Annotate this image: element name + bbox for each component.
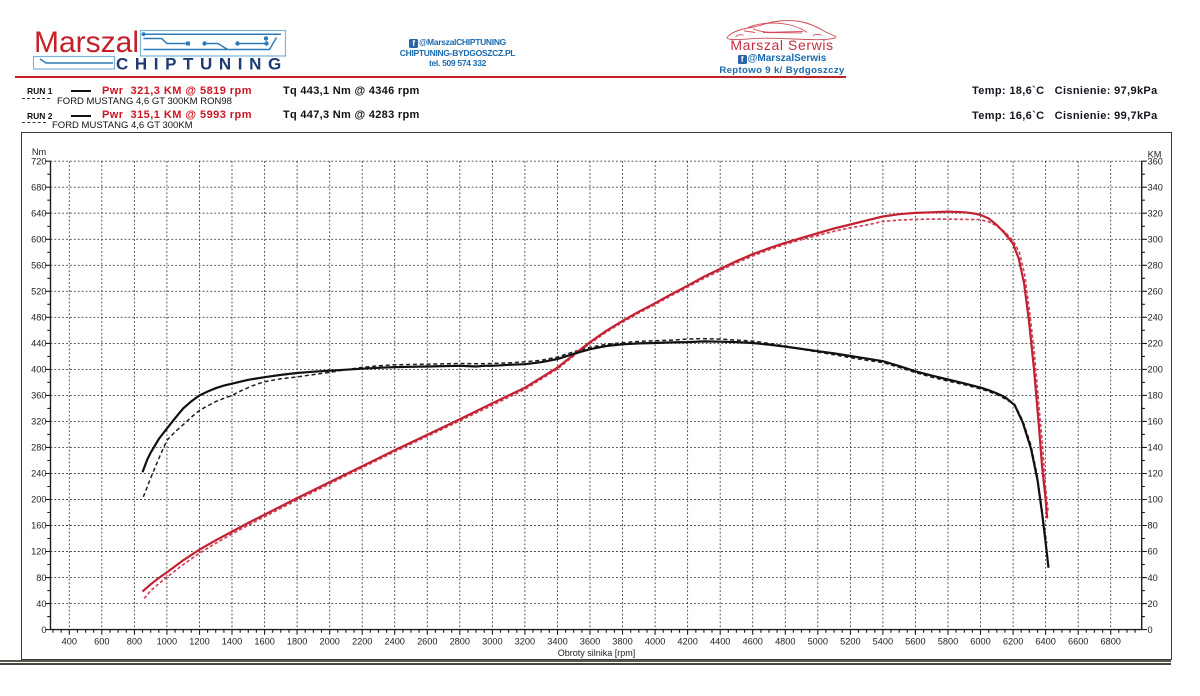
svg-text:320: 320 — [31, 417, 46, 427]
svg-text:5400: 5400 — [873, 637, 893, 647]
svg-text:0: 0 — [1148, 625, 1153, 635]
svg-text:3800: 3800 — [612, 637, 632, 647]
svg-text:440: 440 — [31, 339, 46, 349]
svg-text:2000: 2000 — [319, 637, 339, 647]
svg-text:240: 240 — [31, 469, 46, 479]
svg-text:5200: 5200 — [840, 637, 860, 647]
svg-text:4600: 4600 — [742, 637, 762, 647]
svg-text:560: 560 — [31, 261, 46, 271]
svg-text:Nm: Nm — [32, 147, 47, 157]
svg-text:260: 260 — [1148, 287, 1163, 297]
svg-text:1600: 1600 — [254, 637, 274, 647]
svg-text:3400: 3400 — [547, 637, 567, 647]
svg-text:2200: 2200 — [352, 637, 372, 647]
svg-text:4400: 4400 — [710, 637, 730, 647]
svg-text:280: 280 — [1148, 261, 1163, 271]
svg-text:220: 220 — [1148, 339, 1163, 349]
svg-text:2600: 2600 — [417, 637, 437, 647]
svg-text:280: 280 — [31, 443, 46, 453]
svg-text:100: 100 — [1148, 495, 1163, 505]
svg-text:360: 360 — [1148, 156, 1163, 166]
svg-text:360: 360 — [31, 391, 46, 401]
svg-text:80: 80 — [36, 573, 46, 583]
svg-text:6200: 6200 — [1003, 637, 1023, 647]
svg-text:600: 600 — [31, 235, 46, 245]
svg-text:4800: 4800 — [775, 637, 795, 647]
svg-text:4000: 4000 — [645, 637, 665, 647]
svg-text:KM: KM — [1148, 150, 1162, 160]
svg-text:6800: 6800 — [1100, 637, 1120, 647]
svg-text:160: 160 — [1148, 417, 1163, 427]
svg-text:1200: 1200 — [189, 637, 209, 647]
svg-text:400: 400 — [62, 637, 77, 647]
svg-text:600: 600 — [94, 637, 109, 647]
svg-text:80: 80 — [1148, 521, 1158, 531]
svg-text:6000: 6000 — [970, 637, 990, 647]
svg-text:120: 120 — [31, 547, 46, 557]
svg-text:3000: 3000 — [482, 637, 502, 647]
svg-text:340: 340 — [1148, 182, 1163, 192]
svg-text:400: 400 — [31, 365, 46, 375]
svg-text:800: 800 — [127, 637, 142, 647]
svg-text:40: 40 — [1148, 573, 1158, 583]
svg-text:180: 180 — [1148, 391, 1163, 401]
svg-text:480: 480 — [31, 313, 46, 323]
svg-text:320: 320 — [1148, 208, 1163, 218]
svg-text:160: 160 — [31, 521, 46, 531]
svg-text:20: 20 — [1148, 599, 1158, 609]
svg-text:Marszal: Marszal — [34, 26, 139, 59]
svg-text:720: 720 — [31, 156, 46, 166]
svg-text:40: 40 — [36, 599, 46, 609]
svg-text:300: 300 — [1148, 235, 1163, 245]
svg-text:3200: 3200 — [515, 637, 535, 647]
svg-text:1800: 1800 — [287, 637, 307, 647]
svg-text:2400: 2400 — [384, 637, 404, 647]
svg-text:CHIPTUNING: CHIPTUNING — [116, 55, 288, 74]
svg-text:120: 120 — [1148, 469, 1163, 479]
svg-text:6400: 6400 — [1035, 637, 1055, 647]
svg-text:5800: 5800 — [938, 637, 958, 647]
svg-text:5000: 5000 — [808, 637, 828, 647]
svg-text:3600: 3600 — [580, 637, 600, 647]
svg-text:1400: 1400 — [222, 637, 242, 647]
svg-text:Obroty silnika [rpm]: Obroty silnika [rpm] — [558, 648, 636, 658]
svg-text:5600: 5600 — [905, 637, 925, 647]
svg-text:2800: 2800 — [450, 637, 470, 647]
svg-text:140: 140 — [1148, 443, 1163, 453]
svg-text:640: 640 — [31, 208, 46, 218]
svg-text:60: 60 — [1148, 547, 1158, 557]
svg-text:200: 200 — [31, 495, 46, 505]
svg-text:6600: 6600 — [1068, 637, 1088, 647]
svg-text:1000: 1000 — [157, 637, 177, 647]
svg-text:520: 520 — [31, 287, 46, 297]
svg-text:680: 680 — [31, 182, 46, 192]
svg-text:0: 0 — [41, 625, 46, 635]
svg-text:240: 240 — [1148, 313, 1163, 323]
svg-text:4200: 4200 — [677, 637, 697, 647]
svg-text:200: 200 — [1148, 365, 1163, 375]
